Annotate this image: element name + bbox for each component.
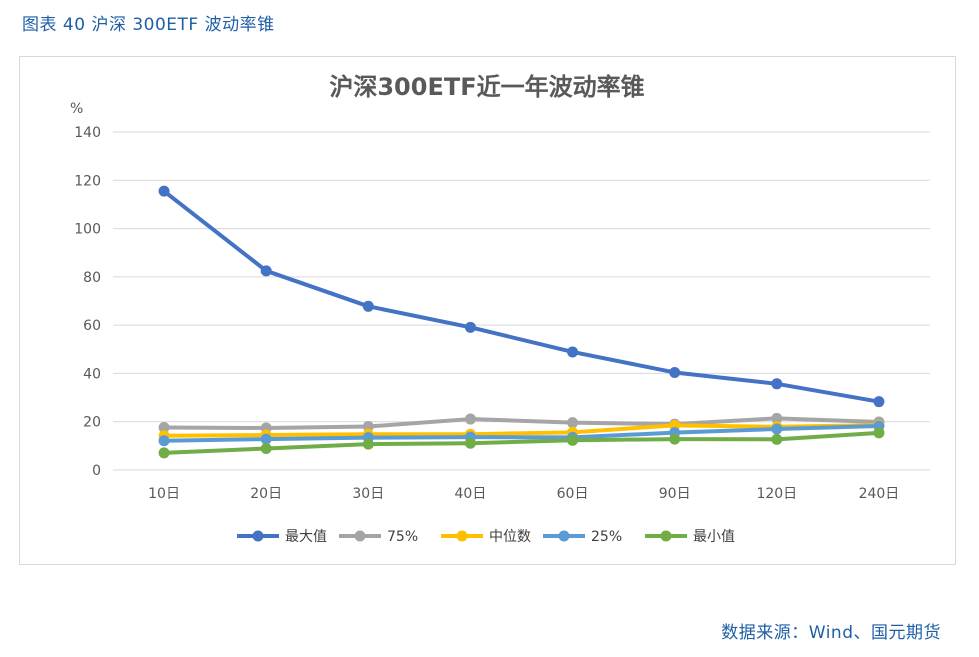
data-point [873, 396, 885, 408]
legend-label: 75% [387, 529, 418, 545]
data-point [771, 433, 783, 445]
legend-swatch-marker [558, 530, 570, 542]
series-line [162, 416, 881, 430]
x-tick-label: 20日 [250, 486, 282, 502]
y-tick-label: 140 [74, 125, 101, 141]
y-axis-unit-label: % [70, 101, 83, 117]
series-lines [158, 185, 885, 459]
data-point [362, 438, 374, 450]
data-point [669, 433, 681, 445]
data-point [567, 417, 579, 429]
legend-label: 25% [591, 529, 622, 545]
data-point [669, 366, 681, 378]
chart-frame [19, 56, 956, 565]
x-tick-label: 90日 [659, 486, 691, 502]
y-tick-label: 120 [74, 173, 101, 189]
legend-swatch-marker [456, 530, 468, 542]
data-point [873, 427, 885, 439]
gridlines [113, 131, 930, 471]
data-point [158, 447, 170, 459]
legend: 最大值 75% 中位数 25% 最小值 [237, 529, 735, 545]
data-point [362, 300, 374, 312]
y-tick-label: 60 [83, 318, 101, 334]
legend-label: 中位数 [489, 529, 531, 545]
legend-item: 最大值 [237, 529, 327, 545]
chart-title: 沪深300ETF近一年波动率锥 [329, 73, 644, 101]
legend-swatch-marker [660, 530, 672, 542]
x-tick-label: 40日 [455, 486, 487, 502]
data-point [158, 185, 170, 197]
x-axis-ticks: 10日 20日 30日 40日 60日 90日 120日 240日 [148, 486, 899, 502]
data-point [464, 437, 476, 449]
data-point [771, 378, 783, 390]
legend-label: 最大值 [285, 529, 327, 545]
y-tick-label: 20 [83, 415, 101, 431]
y-tick-label: 100 [74, 222, 101, 238]
x-tick-label: 240日 [859, 486, 900, 502]
legend-swatch-marker [252, 530, 264, 542]
data-point [260, 265, 272, 277]
data-point [464, 413, 476, 425]
data-point [158, 435, 170, 447]
legend-item: 75% [339, 529, 418, 545]
legend-item: 中位数 [441, 529, 531, 545]
series-line [162, 423, 881, 438]
data-point [771, 412, 783, 424]
y-tick-label: 40 [83, 366, 101, 382]
series-4 [158, 427, 885, 459]
y-tick-label: 80 [83, 270, 101, 286]
figure-caption: 图表 40 沪深 300ETF 波动率锥 [22, 15, 275, 35]
data-point [771, 423, 783, 435]
legend-item: 最小值 [645, 529, 735, 545]
y-tick-label: 0 [92, 463, 101, 479]
series-line [162, 424, 881, 443]
x-tick-label: 10日 [148, 486, 180, 502]
data-point [260, 433, 272, 445]
data-point [158, 422, 170, 434]
x-tick-label: 30日 [352, 486, 384, 502]
data-point [567, 346, 579, 358]
legend-item: 25% [543, 529, 622, 545]
data-point [362, 421, 374, 433]
series-line [162, 430, 881, 455]
y-axis-ticks: 0 20 40 60 80 100 120 140 [74, 125, 101, 479]
legend-label: 最小值 [693, 529, 735, 545]
series-line [162, 189, 881, 404]
data-point [567, 434, 579, 446]
data-point [260, 443, 272, 455]
data-point [464, 321, 476, 333]
series-0 [158, 185, 885, 408]
legend-swatch-marker [354, 530, 366, 542]
x-tick-label: 120日 [756, 486, 797, 502]
x-tick-label: 60日 [557, 486, 589, 502]
source-note: 数据来源：Wind、国元期货 [721, 623, 941, 643]
